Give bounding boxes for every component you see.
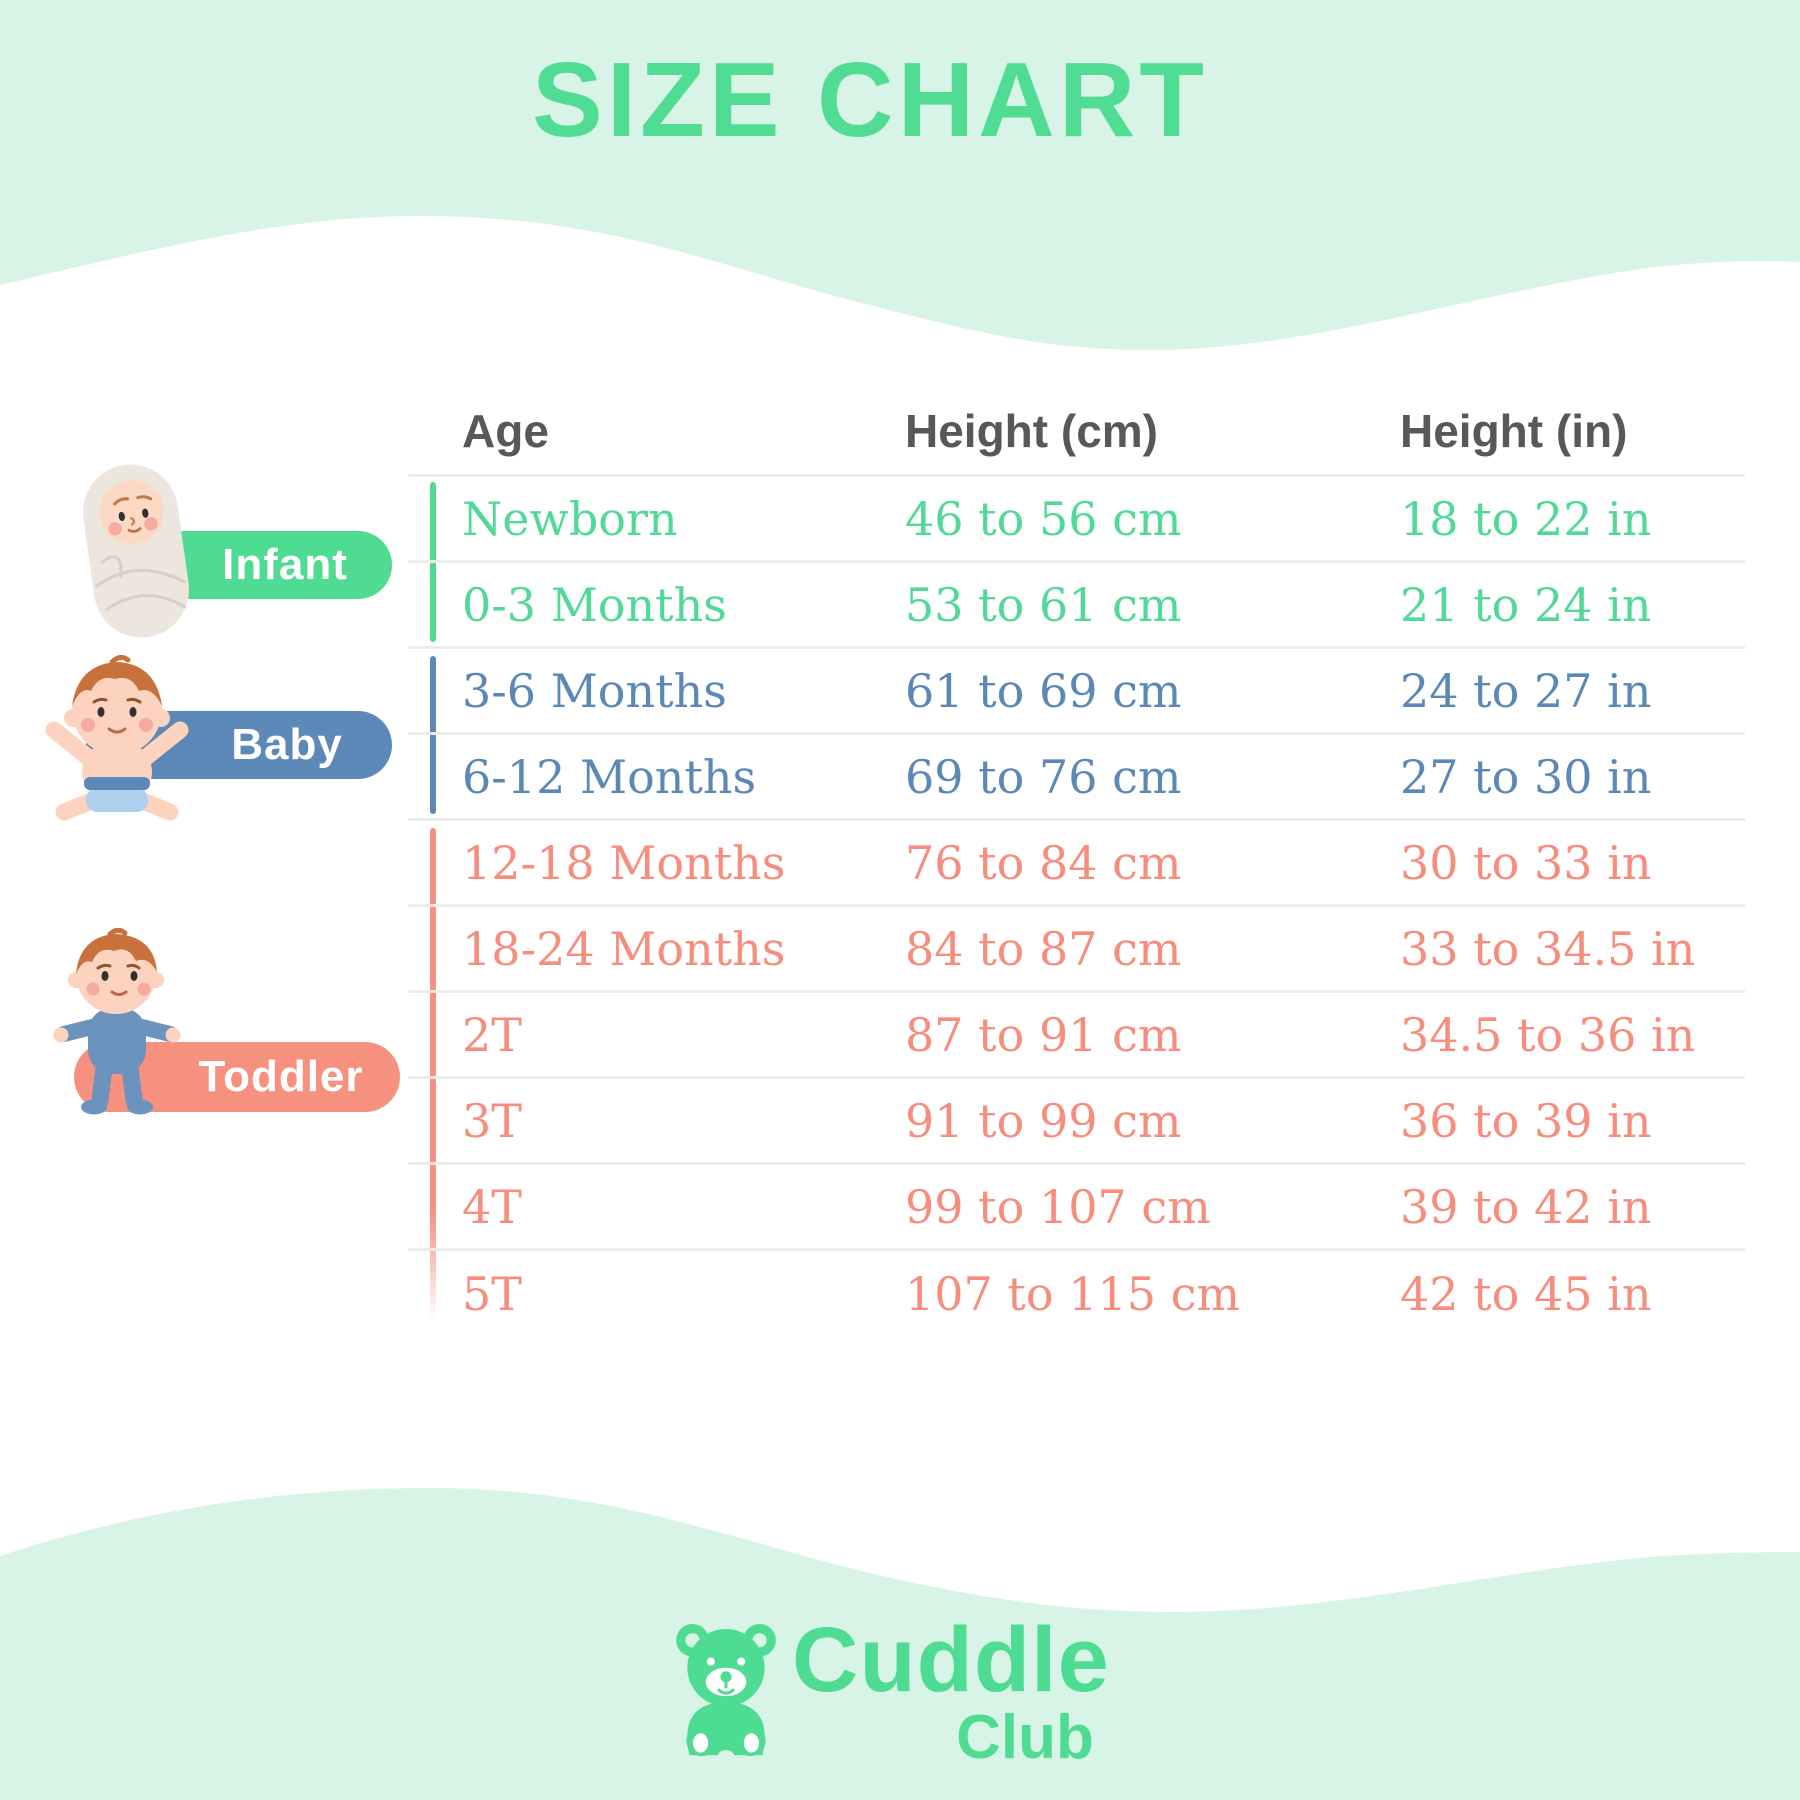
page-title: SIZE CHART (532, 41, 1208, 159)
cell-age: 3T (462, 1093, 522, 1148)
cell-height-in: 36 to 39 in (1400, 1093, 1652, 1148)
cell-height-cm: 69 to 76 cm (905, 749, 1182, 804)
cell-height-in: 21 to 24 in (1400, 577, 1652, 632)
cell-height-in: 30 to 33 in (1400, 835, 1652, 890)
table-row: 5T 107 to 115 cm 42 to 45 in (408, 1251, 1745, 1337)
cell-age: 6-12 Months (462, 749, 757, 804)
baby-badge-label: Baby (231, 720, 343, 769)
baby-group-line (430, 656, 436, 814)
cell-height-in: 39 to 42 in (1400, 1179, 1652, 1234)
cell-height-in: 33 to 34.5 in (1400, 921, 1696, 976)
cell-age: 2T (462, 1007, 522, 1062)
cell-age: 3-6 Months (462, 663, 727, 718)
teddy-bear-logo-icon (676, 1623, 776, 1758)
header-height-cm: Height (cm) (905, 405, 1158, 457)
table-row: 12-18 Months 76 to 84 cm 30 to 33 in (408, 821, 1745, 907)
cell-height-in: 24 to 27 in (1400, 663, 1652, 718)
cell-age: 12-18 Months (462, 835, 786, 890)
header-height-in: Height (in) (1400, 405, 1628, 457)
cell-age: 0-3 Months (462, 577, 727, 632)
table-header: Age Height (cm) Height (in) (408, 404, 1745, 468)
cell-height-cm: 46 to 56 cm (905, 491, 1182, 546)
cell-height-cm: 99 to 107 cm (905, 1179, 1211, 1234)
table-row: 0-3 Months 53 to 61 cm 21 to 24 in (408, 563, 1745, 649)
table-row: 4T 99 to 107 cm 39 to 42 in (408, 1165, 1745, 1251)
cell-height-in: 27 to 30 in (1400, 749, 1652, 804)
infant-badge-label: Infant (222, 540, 348, 589)
cell-height-cm: 53 to 61 cm (905, 577, 1182, 632)
swaddled-infant-illustration (83, 464, 189, 638)
table-row: 6-12 Months 69 to 76 cm 27 to 30 in (408, 735, 1745, 821)
cell-height-cm: 76 to 84 cm (905, 835, 1182, 890)
toddler-illustration (53, 928, 181, 1115)
header-age: Age (462, 405, 549, 457)
cell-height-in: 42 to 45 in (1400, 1267, 1652, 1321)
brand-name: Cuddle (792, 1609, 1110, 1711)
table-rows: Newborn 46 to 56 cm 18 to 22 in 0-3 Mont… (408, 477, 1745, 1337)
cell-height-cm: 61 to 69 cm (905, 663, 1182, 718)
cell-height-in: 18 to 22 in (1400, 491, 1652, 546)
cell-height-cm: 84 to 87 cm (905, 921, 1182, 976)
cell-height-cm: 91 to 99 cm (905, 1093, 1182, 1148)
toddler-group-line (430, 828, 436, 1320)
table-row: 3-6 Months 61 to 69 cm 24 to 27 in (408, 649, 1745, 735)
header-separator (408, 474, 1745, 477)
table-row: Newborn 46 to 56 cm 18 to 22 in (408, 477, 1745, 563)
cell-age: 5T (462, 1267, 522, 1321)
table-row: 3T 91 to 99 cm 36 to 39 in (408, 1079, 1745, 1165)
baby-illustration (45, 654, 189, 821)
cell-age: 18-24 Months (462, 921, 786, 976)
cell-height-cm: 87 to 91 cm (905, 1007, 1182, 1062)
table-row: 2T 87 to 91 cm 34.5 to 36 in (408, 993, 1745, 1079)
cell-height-cm: 107 to 115 cm (905, 1267, 1241, 1321)
table-row: 18-24 Months 84 to 87 cm 33 to 34.5 in (408, 907, 1745, 993)
toddler-badge-label: Toddler (198, 1052, 364, 1101)
brand-subname: Club (956, 1703, 1094, 1772)
cell-age: 4T (462, 1179, 522, 1234)
cell-height-in: 34.5 to 36 in (1400, 1007, 1696, 1062)
cell-age: Newborn (462, 491, 678, 546)
